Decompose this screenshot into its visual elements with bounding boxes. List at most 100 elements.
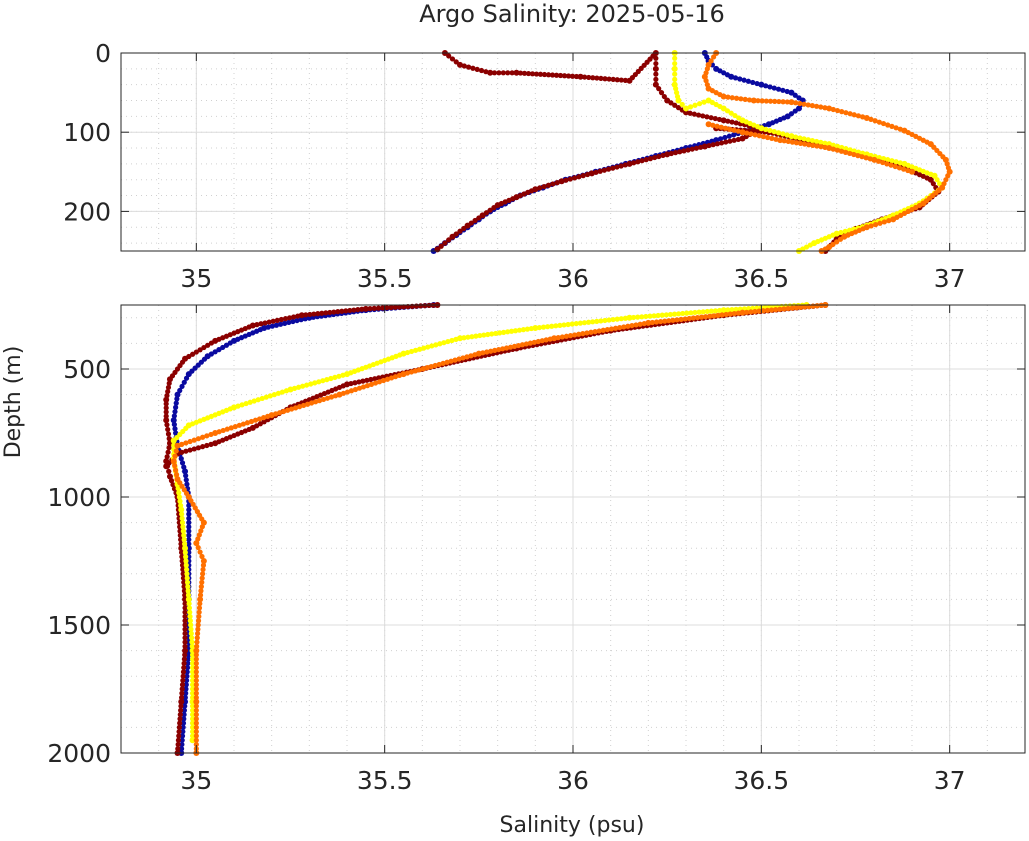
data-point xyxy=(396,304,403,310)
data-point xyxy=(707,313,713,319)
data-point xyxy=(185,660,191,667)
data-point xyxy=(723,139,729,145)
data-point xyxy=(193,741,199,748)
data-point xyxy=(758,125,765,132)
data-point xyxy=(422,303,428,309)
data-point xyxy=(838,229,844,236)
data-point xyxy=(889,158,895,164)
data-point xyxy=(183,440,189,446)
data-point xyxy=(175,741,181,748)
upper-x-tick-label: 36.5 xyxy=(733,264,789,293)
data-point xyxy=(714,141,720,147)
data-point xyxy=(682,316,688,322)
data-point xyxy=(596,328,602,334)
data-point xyxy=(367,306,373,312)
data-point xyxy=(362,305,369,312)
data-point xyxy=(688,310,694,316)
data-point xyxy=(708,308,714,314)
data-point xyxy=(236,422,242,428)
data-point xyxy=(164,454,170,460)
lower-grid xyxy=(120,305,1026,754)
data-point xyxy=(661,93,667,100)
data-point xyxy=(581,320,588,326)
data-point xyxy=(718,124,724,130)
data-point xyxy=(182,549,188,556)
lower-y-tick-label: 1000 xyxy=(47,483,111,512)
data-point xyxy=(194,635,200,641)
data-point xyxy=(588,329,594,335)
data-point xyxy=(728,73,735,80)
data-point xyxy=(428,363,434,370)
data-point xyxy=(204,433,210,439)
data-point xyxy=(364,377,370,383)
data-point xyxy=(180,677,186,684)
data-point xyxy=(547,336,553,342)
data-point xyxy=(292,405,299,411)
data-point xyxy=(557,72,564,79)
data-point xyxy=(704,114,710,120)
data-point xyxy=(834,147,840,153)
data-point xyxy=(818,139,824,145)
data-point xyxy=(813,138,820,145)
lower-x-tick-label: 37 xyxy=(934,766,966,795)
data-point xyxy=(718,140,725,146)
data-point xyxy=(171,413,177,419)
data-point xyxy=(186,520,192,526)
data-point xyxy=(553,72,560,78)
data-point xyxy=(735,136,741,143)
data-point xyxy=(667,311,674,318)
data-point xyxy=(170,437,177,444)
data-point xyxy=(909,168,915,175)
data-point xyxy=(673,86,679,92)
data-point xyxy=(171,421,177,428)
data-point xyxy=(194,630,201,637)
data-point xyxy=(189,729,196,735)
data-point xyxy=(528,325,534,332)
data-point xyxy=(521,70,528,76)
data-point xyxy=(671,311,678,317)
data-point xyxy=(580,173,586,179)
data-point xyxy=(797,304,804,310)
data-point xyxy=(408,369,415,375)
data-point xyxy=(193,716,199,722)
data-point xyxy=(371,305,377,311)
data-point xyxy=(516,327,523,333)
data-point xyxy=(719,312,725,318)
data-point xyxy=(813,103,820,109)
data-point xyxy=(180,673,186,679)
data-point xyxy=(384,305,390,311)
data-point xyxy=(433,342,439,348)
data-point xyxy=(189,733,196,739)
data-point xyxy=(172,453,178,459)
data-point xyxy=(183,448,189,454)
data-point xyxy=(437,341,443,347)
data-point xyxy=(614,77,620,83)
data-point xyxy=(801,101,807,107)
data-point xyxy=(178,698,185,705)
data-point xyxy=(352,386,359,393)
data-point xyxy=(752,132,758,138)
data-point xyxy=(186,528,192,534)
lower-y-tick-label: 2000 xyxy=(47,739,111,768)
data-point xyxy=(165,449,171,455)
data-point xyxy=(767,98,774,104)
data-point xyxy=(653,76,659,82)
data-point xyxy=(723,311,729,318)
data-point xyxy=(729,307,735,313)
data-point xyxy=(193,707,199,713)
data-point xyxy=(232,424,238,430)
data-point xyxy=(527,340,533,346)
data-point xyxy=(710,122,716,128)
data-point xyxy=(637,321,643,327)
data-point xyxy=(188,626,194,632)
data-point xyxy=(193,660,199,667)
data-point xyxy=(643,313,649,320)
data-point xyxy=(868,116,874,122)
data-point xyxy=(244,420,251,426)
data-point xyxy=(189,665,196,671)
data-point xyxy=(606,317,612,323)
data-point xyxy=(748,131,754,137)
data-point xyxy=(446,237,452,243)
data-point xyxy=(188,630,194,637)
data-point xyxy=(729,95,735,101)
